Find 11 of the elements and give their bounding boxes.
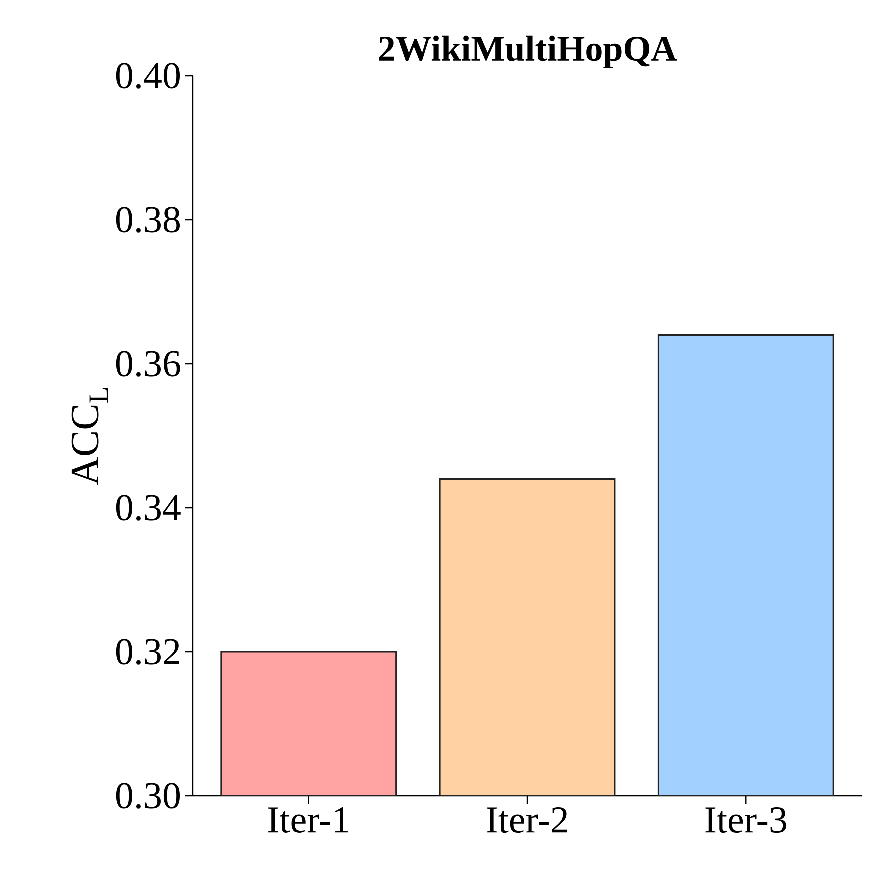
y-axis-title: ACC$_{L}$ [72,388,108,486]
y-tick-label: 0.34 [116,495,181,521]
y-tick-label: 0.40 [116,63,180,89]
chart-title: 2WikiMultiHopQA [379,36,677,68]
x-tick-label: Iter-3 [706,808,786,834]
y-tick-label: 0.30 [116,783,180,809]
y-tick-label: 0.36 [116,351,180,377]
y-tick-label: 0.32 [116,639,180,665]
y-tick-label: 0.38 [116,207,180,233]
x-tick-label: Iter-1 [268,808,348,833]
x-tick-label: Iter-2 [487,808,568,834]
